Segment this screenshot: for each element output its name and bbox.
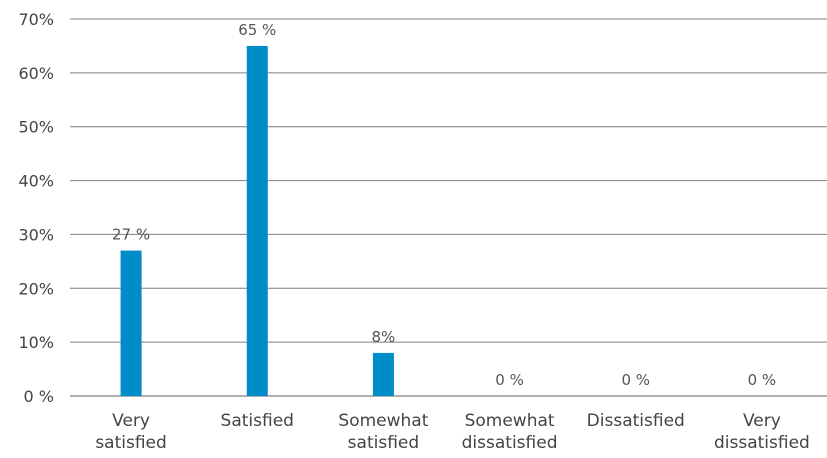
y-tick-label: 30% — [18, 225, 54, 244]
category-label: satisfied — [95, 433, 166, 453]
y-tick-label: 40% — [18, 172, 54, 191]
category-label: Somewhat — [338, 411, 428, 431]
category-label: Very — [112, 411, 150, 431]
data-labels: 27 % 65 % 8% 0 % 0 % 0 % — [112, 21, 776, 389]
category-label: dissatisfied — [462, 433, 558, 453]
bar — [372, 352, 394, 396]
y-axis-tick-labels: 0 % 10% 20% 30% 40% 50% 60% 70% — [18, 10, 54, 406]
data-label: 0 % — [748, 371, 777, 389]
y-tick-label: 50% — [18, 118, 54, 137]
data-label: 0 % — [621, 371, 650, 389]
y-tick-label: 60% — [18, 64, 54, 83]
bar — [120, 250, 142, 396]
y-tick-label: 20% — [18, 279, 54, 298]
category-label: dissatisfied — [714, 433, 810, 453]
category-label: Satisfied — [221, 411, 294, 431]
data-label: 0 % — [495, 371, 524, 389]
y-tick-label: 0 % — [24, 387, 54, 406]
gridlines — [70, 18, 827, 397]
category-label: Very — [743, 411, 781, 431]
category-label: satisfied — [348, 433, 419, 453]
category-label: Dissatisfied — [587, 411, 685, 431]
bars — [120, 45, 394, 397]
data-label: 8% — [372, 328, 396, 346]
bar — [246, 45, 268, 397]
data-label: 27 % — [112, 226, 150, 244]
data-label: 65 % — [238, 21, 276, 39]
y-tick-label: 10% — [18, 333, 54, 352]
category-label: Somewhat — [465, 411, 555, 431]
y-tick-label: 70% — [18, 10, 54, 29]
